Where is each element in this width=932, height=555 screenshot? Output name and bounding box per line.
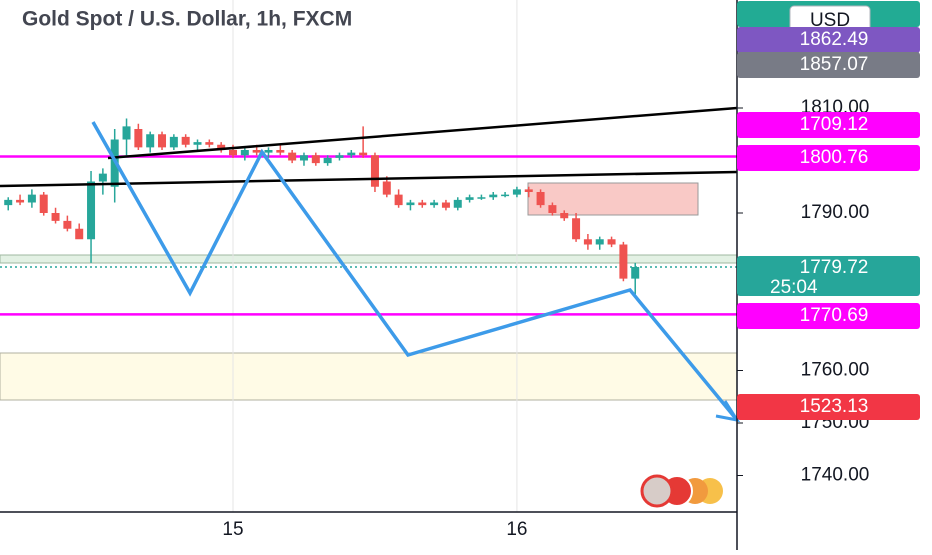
candle-body [394,194,403,206]
price-label-box [737,112,920,138]
candle-body [430,202,439,206]
zones [0,182,738,401]
candle-body [382,181,391,195]
price-label-box [737,52,920,78]
candle-body [583,239,592,245]
candle-body [75,228,84,240]
price-label-box [737,256,920,296]
trend-line [107,106,738,160]
y-tick-label: 1760.00 [801,360,870,381]
candle-body [619,244,628,279]
zigzag [91,121,739,422]
candle-body [146,134,155,148]
candle-body [252,149,261,153]
drawings [0,106,741,423]
candle-body [276,149,285,153]
price-label: 1770.69 [800,305,869,326]
candle-body [560,213,569,219]
candle-body [347,152,356,156]
candle-body [217,144,226,150]
candle-body [406,202,415,206]
price-label: 1800.76 [800,147,869,168]
y-tick-label: 1740.00 [801,465,870,486]
chart-title: Gold Spot / U.S. Dollar, 1h, FXCM [22,8,352,31]
y-tick-label: 1790.00 [801,202,870,223]
candle-body [477,197,486,199]
candle-body [335,155,344,158]
candle-body [595,239,604,245]
candle-body [299,155,308,161]
candle-body [453,199,462,208]
candle-body [512,189,521,195]
price-label-box [737,145,920,171]
candle-body [181,136,190,145]
candle-body [572,218,581,240]
yellow-zone [0,352,738,401]
candle-body [501,194,510,197]
candle-body [87,181,96,240]
candle-body [524,189,533,192]
price-label: 1779.72 [800,257,869,278]
candle-body [607,239,616,245]
logo [640,474,723,508]
price-label: 1523.13 [800,396,869,417]
candle-body [134,128,143,148]
candle-body [63,220,72,229]
candle-body [205,142,214,145]
trend-line [0,170,738,188]
candle-body [169,136,178,148]
candle-body [122,126,131,140]
candle-body [27,194,36,203]
price-label: 1857.07 [800,54,869,75]
price-label: 1862.49 [800,29,869,50]
candle-body [311,155,320,164]
candle-body [229,149,237,156]
x-tick-label: 16 [506,519,527,540]
countdown: 25:04 [770,277,818,298]
candle-body [39,194,48,214]
candle-body [98,173,107,182]
candle-body [323,157,332,164]
candle-body [418,202,427,206]
price-label-box [737,303,920,329]
candle-body [240,149,249,156]
candle-body [465,197,474,200]
candle-body [359,152,368,156]
candle-body [16,199,25,203]
candle-body [489,194,498,198]
candle-body [264,149,273,153]
candle-body [158,134,167,148]
price-label: 1709.12 [800,114,869,135]
candle-body [548,205,557,214]
candle-body [4,199,13,206]
x-tick-label: 15 [222,519,243,540]
candle-body [288,152,297,161]
candle-body [51,213,60,221]
candle-body [193,142,202,145]
candle-body [370,155,379,187]
candle-body [536,192,545,206]
price-label-box [737,394,920,420]
price-label-box [737,27,920,53]
candle-body [441,202,450,208]
logo-circle [640,474,674,508]
candle-body [631,266,640,279]
currency: USD [810,10,850,31]
